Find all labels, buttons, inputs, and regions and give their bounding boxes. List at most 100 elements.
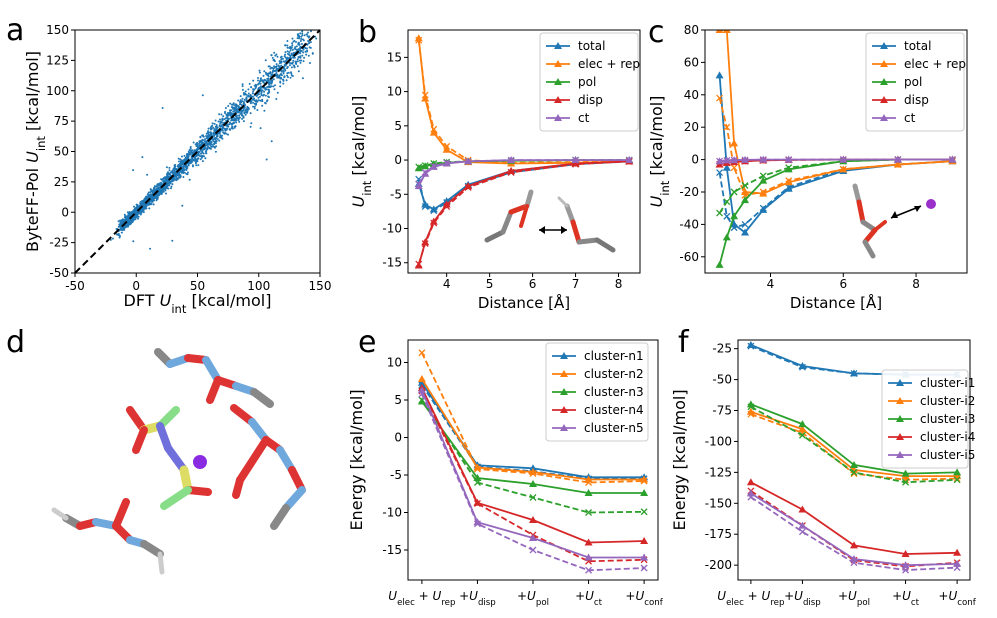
data-point	[741, 155, 750, 163]
scatter-point	[299, 61, 302, 64]
scatter-point	[236, 111, 239, 114]
series-ct	[414, 156, 634, 190]
scatter-point	[258, 80, 261, 83]
scatter-point	[288, 64, 291, 67]
series-line	[417, 160, 630, 266]
text-part: U	[762, 589, 771, 603]
scatter-point	[218, 139, 221, 142]
y-tick-label: 0	[61, 205, 69, 219]
scatter-point	[133, 209, 136, 212]
scatter-point	[239, 95, 242, 98]
scatter-point	[232, 118, 235, 121]
legend-swatch-marker	[554, 114, 562, 121]
scatter-point	[252, 90, 255, 93]
scatter-point	[165, 166, 168, 169]
scatter-point	[242, 120, 245, 123]
scatter-point	[232, 110, 235, 113]
scatter-point	[149, 195, 152, 198]
scatter-point	[221, 129, 224, 132]
data-point	[417, 378, 426, 386]
data-point	[442, 145, 451, 153]
scatter-point	[168, 172, 171, 175]
scatter-point	[288, 47, 291, 49]
text-part: int	[658, 180, 672, 195]
scatter-point	[234, 125, 237, 128]
scatter-point	[202, 152, 205, 155]
scatter-point	[170, 185, 173, 188]
panel-label-a: a	[6, 13, 24, 48]
y-tick-label: 60	[684, 55, 699, 69]
scatter-point	[142, 209, 145, 212]
scatter-point	[143, 203, 146, 206]
scatter-point	[168, 184, 171, 187]
scatter-point	[258, 87, 261, 90]
reference-point	[585, 566, 593, 574]
scatter-point	[231, 113, 234, 116]
y-tick-label: -150	[705, 496, 732, 510]
cluster-structure-illustration	[51, 348, 306, 575]
text-part: U	[527, 589, 536, 603]
text-part: pol	[536, 598, 549, 608]
scatter-point	[297, 56, 300, 59]
scatter-point	[265, 158, 268, 161]
scatter-point	[211, 122, 214, 125]
data-point	[473, 474, 482, 481]
scatter-point	[258, 71, 261, 74]
data-point	[442, 200, 451, 208]
y-tick-label: 5	[394, 393, 402, 407]
y-tick-label: 125	[46, 53, 69, 67]
scatter-point	[286, 72, 289, 75]
legend: cluster-n1 cluster-n2 cluster-n3 cluster-n4…	[545, 342, 649, 442]
scatter-point	[213, 122, 216, 125]
data-point	[759, 189, 768, 197]
x-tick-label: 6	[839, 277, 847, 291]
scatter-point	[285, 79, 288, 82]
legend-item: cluster-n3	[552, 385, 644, 399]
scatter-point	[203, 140, 206, 143]
data-point	[429, 162, 438, 170]
scatter-point	[224, 107, 227, 109]
scatter-point	[244, 90, 247, 93]
scatter-point	[292, 51, 295, 54]
data-point	[746, 407, 755, 415]
legend-label: cluster-n5	[584, 421, 644, 435]
legend-box	[881, 369, 969, 469]
scatter-point	[268, 85, 271, 88]
data-point	[414, 261, 423, 269]
scatter-point	[282, 82, 285, 85]
scatter-point	[171, 171, 174, 174]
legend-swatch-marker	[896, 379, 904, 386]
scatter-point	[164, 185, 167, 188]
scatter-point	[252, 95, 254, 98]
scatter-point	[187, 161, 190, 164]
scatter-point	[186, 165, 189, 168]
scatter-point	[189, 147, 192, 150]
scatter-point	[227, 114, 230, 117]
scatter-point	[159, 189, 162, 191]
scatter-point	[302, 24, 304, 26]
legend-item: cluster-n1	[552, 349, 644, 363]
data-point	[421, 94, 430, 102]
scatter-point	[199, 149, 202, 152]
text-part: +	[459, 589, 469, 603]
scatter-point	[150, 194, 153, 197]
text-part: [kcal/mol]	[349, 96, 368, 181]
data-point	[722, 233, 731, 241]
scatter-point	[276, 91, 279, 94]
scatter-point	[272, 59, 275, 62]
scatter-point	[221, 118, 224, 121]
scatter-point	[227, 133, 229, 136]
scatter-point	[302, 39, 305, 42]
reference-point	[953, 476, 961, 484]
legend-item: cluster-i3	[888, 412, 975, 426]
scatter-point	[205, 137, 208, 140]
scatter-point	[286, 76, 289, 79]
scatter-point	[245, 99, 248, 101]
scatter-point	[168, 182, 171, 185]
legend-item: pol	[546, 75, 596, 89]
scatter-point	[166, 181, 169, 183]
scatter-point	[230, 122, 233, 125]
text-part: U	[948, 589, 957, 603]
scatter-point	[171, 239, 174, 242]
scatter-point	[160, 193, 163, 195]
